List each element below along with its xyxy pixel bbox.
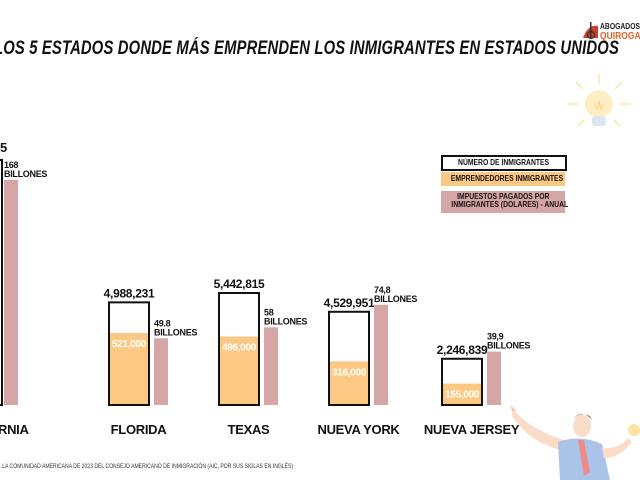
label-taxes-unit: BILLONES [4,169,47,179]
logo-text-line2: QUIROGA [600,31,640,42]
bar-taxes [264,327,278,405]
chart-title: LOS 5 ESTADOS DONDE MÁS EMPRENDEN LOS IN… [0,38,619,59]
bar-entrepreneurs [330,361,368,404]
label-taxes-unit: BILLONES [154,327,197,337]
category-label: FLORIDA [111,422,168,437]
label-taxes-value: 39,9 [487,332,504,342]
label-taxes-unit: BILLONES [374,294,417,304]
bar-immigrants [0,159,3,406]
lightbulb-icon [568,74,630,127]
bar-taxes [374,304,388,405]
bar-taxes [4,180,18,405]
legend-immigrants: NÚMERO DE INMIGRANTES [441,155,567,171]
label-immigrants: 4,988,231 [104,286,155,300]
person-illustration [510,405,640,480]
logo: ABOGADOS QUIROGA [582,20,640,46]
label-taxes-value: 74,8 [374,285,391,295]
bar-entrepreneurs [220,336,258,404]
bar-taxes [487,351,501,405]
label-taxes-value: 58 [264,307,274,317]
bar-taxes [154,338,168,405]
label-taxes-value: 49.8 [154,318,171,328]
legend-taxes: IMPUESTOS PAGADOS POR INMIGRANTES (DOLARE… [441,191,568,213]
label-immigrants: 4,529,951 [324,296,375,310]
label-immigrants: 5 [0,140,7,155]
label-immigrants: 2,246,839 [437,343,488,357]
label-entrepreneurs: 155,000 [445,390,480,401]
label-immigrants: 5,442,815 [214,277,265,291]
source-note: ...LA COMUNIDAD AMERICANA DE 2023 DEL CO… [0,463,294,470]
label-entrepreneurs: 521,000 [112,339,147,350]
logo-text-line1: ABOGADOS [600,22,640,31]
label-entrepreneurs: 496,000 [222,342,257,353]
category-label: RNIA [0,422,29,437]
category-label: TEXAS [228,422,270,437]
label-taxes-unit: BILLONES [264,316,307,326]
category-label: NUEVA YORK [318,422,401,437]
logo-icon [583,22,598,40]
bar-entrepreneurs [110,333,148,404]
label-taxes-unit: BILLONES [487,341,530,351]
label-entrepreneurs: 316,000 [332,367,367,378]
category-label: NUEVA JERSEY [424,422,520,437]
label-taxes-value: 168 [4,160,18,170]
bar-entrepreneurs [443,383,481,404]
legend-entrepreneurs: EMPRENDEDORES INMIGRANTES [441,172,565,186]
